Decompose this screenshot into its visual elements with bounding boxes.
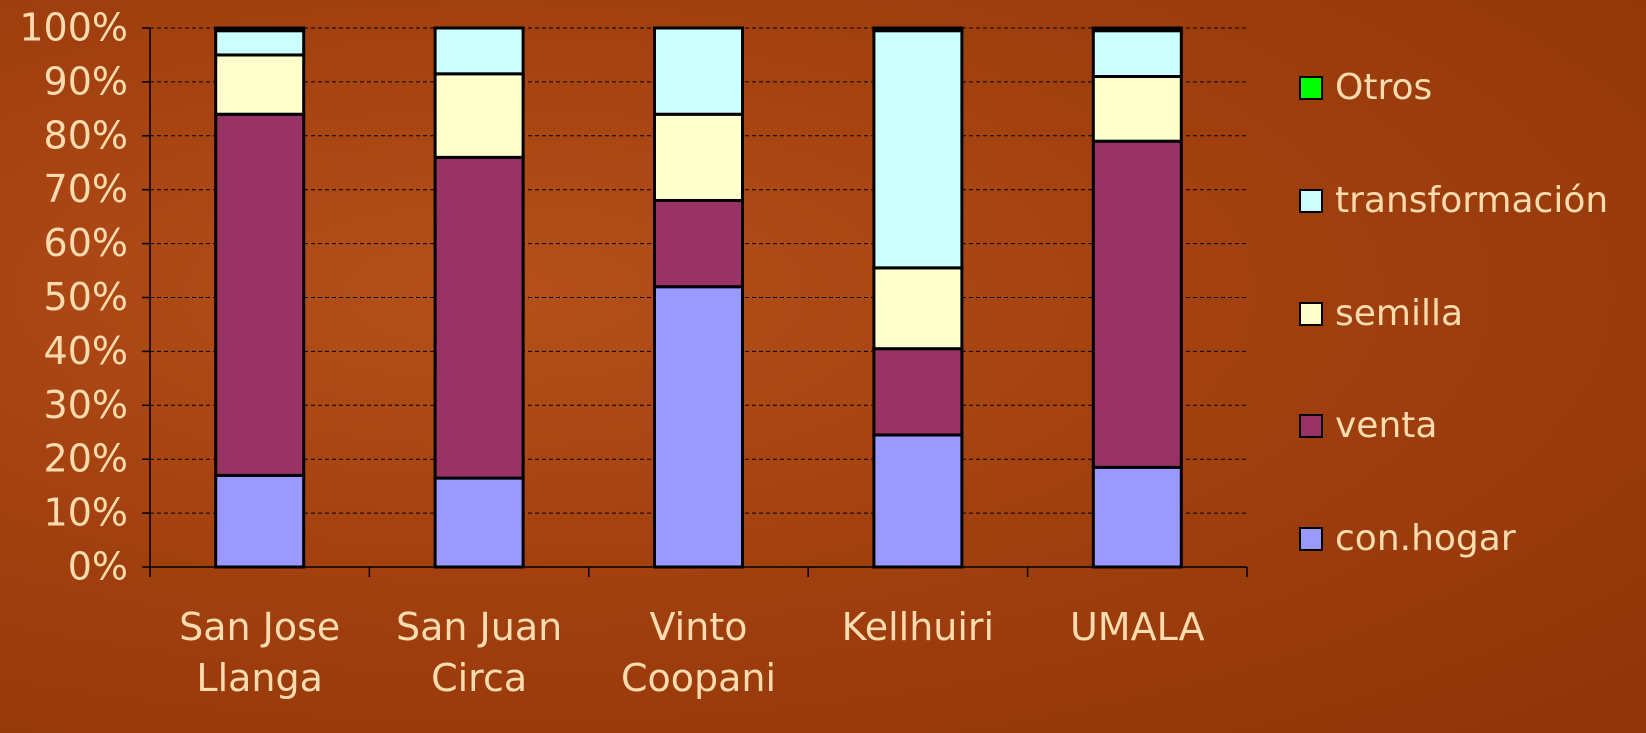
legend-label: Otros xyxy=(1335,67,1433,108)
y-tick-label: 20% xyxy=(44,437,128,481)
bar-segment xyxy=(872,29,964,270)
y-tick-label: 90% xyxy=(44,59,128,103)
bar-segment xyxy=(872,347,964,437)
legend-label: transformación xyxy=(1335,179,1609,221)
bar-segment xyxy=(433,476,525,569)
bar-segment xyxy=(1091,29,1183,79)
bar-segment xyxy=(214,26,306,33)
y-tick-label: 30% xyxy=(44,383,128,427)
x-tick-label: San Juan Circa xyxy=(395,605,563,700)
y-tick-label: 100% xyxy=(19,6,128,50)
y-tick-label: 0% xyxy=(68,545,128,589)
bar-segment xyxy=(872,26,964,33)
bar-segment xyxy=(872,433,964,569)
y-tick-label: 70% xyxy=(44,167,128,211)
bar-segment xyxy=(653,112,744,202)
bar-segment xyxy=(1091,26,1183,33)
legend-swatch xyxy=(1299,301,1323,326)
bar-segment xyxy=(214,29,306,57)
bar-segment xyxy=(653,285,744,569)
bar-segment xyxy=(433,26,525,76)
bar-segment xyxy=(872,266,964,351)
y-tick-label: 60% xyxy=(44,221,128,265)
bar-segment xyxy=(214,53,306,116)
x-tick-label: Vinto Coopani xyxy=(620,605,777,700)
y-tick-label: 80% xyxy=(44,113,128,157)
legend-swatch xyxy=(1299,76,1323,100)
legend-swatch xyxy=(1299,188,1323,213)
legend-label: semilla xyxy=(1335,292,1464,334)
bar-segment xyxy=(433,155,525,480)
x-tick-label: UMALA xyxy=(1069,605,1205,649)
legend-swatch xyxy=(1299,527,1323,551)
bar-segment xyxy=(433,72,525,159)
bar-segment xyxy=(214,473,306,569)
legend-swatch xyxy=(1299,414,1323,439)
bar-segment xyxy=(1091,465,1183,569)
bar-segment xyxy=(653,198,744,289)
y-tick-label: 50% xyxy=(44,275,128,319)
bar-segment xyxy=(653,26,744,116)
y-tick-label: 10% xyxy=(44,491,128,535)
bar-segment xyxy=(214,112,306,477)
legend-label: con.hogar xyxy=(1335,518,1516,559)
x-tick-label: Kellhuiri xyxy=(841,605,995,649)
legend-label: venta xyxy=(1335,405,1438,447)
y-tick-label: 40% xyxy=(44,329,128,373)
x-tick-label: San Jose Llanga xyxy=(179,605,341,700)
bar-segment xyxy=(1091,75,1183,143)
bar-segment xyxy=(1091,139,1183,469)
